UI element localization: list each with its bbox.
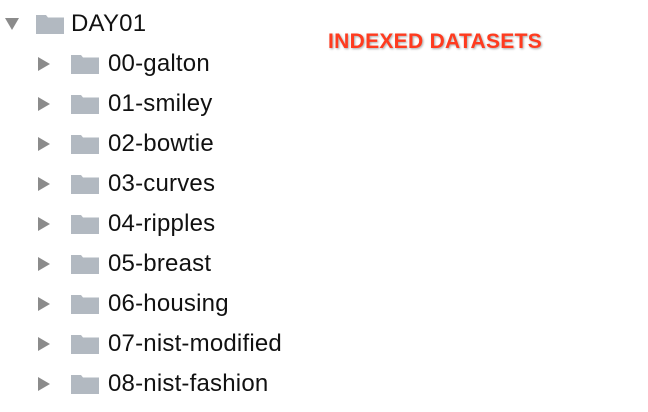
tree-folder-label: 00-galton bbox=[108, 50, 210, 77]
folder-icon bbox=[70, 252, 100, 276]
tree-folder-label: DAY01 bbox=[71, 10, 147, 37]
tree-folder-label: 04-ripples bbox=[108, 210, 216, 237]
triangle-right-icon[interactable] bbox=[35, 335, 53, 353]
tree-folder-label: 05-breast bbox=[108, 250, 212, 277]
annotation-label: INDEXED DATASETS bbox=[328, 30, 543, 53]
folder-icon bbox=[70, 52, 100, 76]
triangle-right-icon[interactable] bbox=[35, 55, 53, 73]
folder-icon bbox=[70, 132, 100, 156]
triangle-right-icon[interactable] bbox=[35, 215, 53, 233]
tree-folder-label: 07-nist-modified bbox=[108, 330, 282, 357]
tree-folder-07-nist-modified[interactable]: 07-nist-modified bbox=[0, 324, 282, 364]
triangle-right-icon[interactable] bbox=[35, 95, 53, 113]
folder-icon bbox=[70, 92, 100, 116]
tree-folder-00-galton[interactable]: 00-galton bbox=[0, 44, 210, 84]
triangle-right-icon[interactable] bbox=[35, 255, 53, 273]
tree-folder-label: 02-bowtie bbox=[108, 130, 214, 157]
folder-icon bbox=[70, 372, 100, 396]
tree-folder-day01[interactable]: DAY01 bbox=[0, 4, 146, 44]
tree-folder-label: 08-nist-fashion bbox=[108, 370, 269, 397]
tree-folder-label: 03-curves bbox=[108, 170, 216, 197]
tree-folder-03-curves[interactable]: 03-curves bbox=[0, 164, 215, 204]
tree-folder-08-nist-fashion[interactable]: 08-nist-fashion bbox=[0, 364, 268, 404]
tree-folder-label: 06-housing bbox=[108, 290, 229, 317]
triangle-right-icon[interactable] bbox=[35, 295, 53, 313]
tree-folder-04-ripples[interactable]: 04-ripples bbox=[0, 204, 215, 244]
triangle-down-icon[interactable] bbox=[3, 15, 21, 33]
triangle-right-icon[interactable] bbox=[35, 135, 53, 153]
tree-folder-02-bowtie[interactable]: 02-bowtie bbox=[0, 124, 214, 164]
folder-icon bbox=[70, 212, 100, 236]
folder-icon bbox=[70, 332, 100, 356]
triangle-right-icon[interactable] bbox=[35, 175, 53, 193]
triangle-right-icon[interactable] bbox=[35, 375, 53, 393]
tree-folder-06-housing[interactable]: 06-housing bbox=[0, 284, 229, 324]
tree-folder-label: 01-smiley bbox=[108, 90, 213, 117]
folder-icon bbox=[35, 12, 65, 36]
tree-folder-05-breast[interactable]: 05-breast bbox=[0, 244, 211, 284]
folder-icon bbox=[70, 292, 100, 316]
tree-folder-01-smiley[interactable]: 01-smiley bbox=[0, 84, 213, 124]
folder-icon bbox=[70, 172, 100, 196]
